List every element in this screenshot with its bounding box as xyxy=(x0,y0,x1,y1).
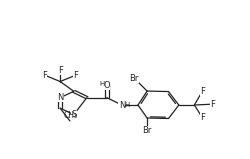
Text: N: N xyxy=(118,100,124,110)
Text: F: F xyxy=(199,113,204,122)
Text: F: F xyxy=(199,87,204,96)
Text: N: N xyxy=(57,93,63,102)
Text: F: F xyxy=(73,71,78,80)
Text: F: F xyxy=(42,71,47,80)
Text: Br: Br xyxy=(142,126,151,135)
Text: O: O xyxy=(103,81,110,90)
Text: H: H xyxy=(124,102,129,108)
Text: F: F xyxy=(209,100,214,109)
Text: H: H xyxy=(99,81,104,87)
Text: Br: Br xyxy=(129,74,138,83)
Text: S: S xyxy=(71,110,76,119)
Text: CH₃: CH₃ xyxy=(64,111,78,120)
Text: F: F xyxy=(58,66,62,75)
